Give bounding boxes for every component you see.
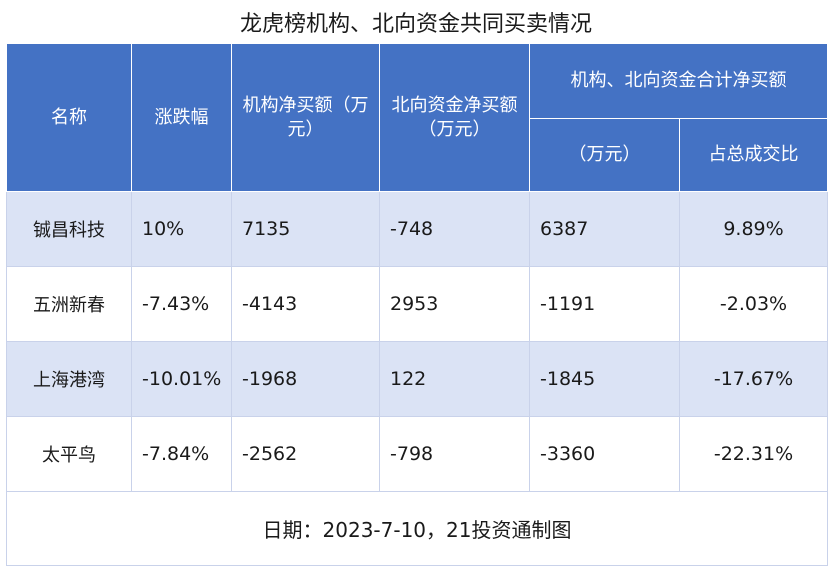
- trading-table: 名称 涨跌幅 机构净买额（万元） 北向资金净买额（万元） 机构、北向资金合计净买…: [6, 43, 828, 566]
- header-northbound-net-buy: 北向资金净买额（万元）: [379, 43, 530, 192]
- cell-combined-ratio: -2.03%: [679, 266, 828, 342]
- source-footer: 日期：2023-7-10，21投资通制图: [6, 491, 828, 566]
- cell-combined-ratio: -17.67%: [679, 341, 828, 417]
- header-change: 涨跌幅: [131, 43, 232, 192]
- cell-change: -7.84%: [131, 416, 232, 492]
- table-title: 龙虎榜机构、北向资金共同买卖情况: [239, 12, 592, 37]
- cell-change: -10.01%: [131, 341, 232, 417]
- table-row: 上海港湾 -10.01% -1968 122 -1845 -17.67%: [6, 341, 828, 417]
- cell-name: 太平鸟: [6, 416, 132, 492]
- cell-combined-amount: -1845: [529, 341, 680, 417]
- cell-institution-net-buy: -4143: [231, 266, 380, 342]
- cell-name: 铖昌科技: [6, 191, 132, 267]
- cell-institution-net-buy: 7135: [231, 191, 380, 267]
- cell-combined-amount: -3360: [529, 416, 680, 492]
- table-row: 铖昌科技 10% 7135 -748 6387 9.89%: [6, 191, 828, 267]
- cell-northbound-net-buy: -748: [379, 191, 530, 267]
- header-combined-net-buy: 机构、北向资金合计净买额: [529, 43, 828, 119]
- cell-name: 五洲新春: [6, 266, 132, 342]
- cell-combined-ratio: 9.89%: [679, 191, 828, 267]
- cell-combined-ratio: -22.31%: [679, 416, 828, 492]
- header-name: 名称: [6, 43, 132, 192]
- cell-name: 上海港湾: [6, 341, 132, 417]
- table-row: 太平鸟 -7.84% -2562 -798 -3360 -22.31%: [6, 416, 828, 492]
- cell-northbound-net-buy: -798: [379, 416, 530, 492]
- cell-northbound-net-buy: 122: [379, 341, 530, 417]
- cell-institution-net-buy: -1968: [231, 341, 380, 417]
- header-combined-amount: （万元）: [529, 118, 680, 192]
- cell-change: 10%: [131, 191, 232, 267]
- cell-change: -7.43%: [131, 266, 232, 342]
- cell-northbound-net-buy: 2953: [379, 266, 530, 342]
- cell-combined-amount: 6387: [529, 191, 680, 267]
- cell-combined-amount: -1191: [529, 266, 680, 342]
- cell-institution-net-buy: -2562: [231, 416, 380, 492]
- header-combined-ratio: 占总成交比: [679, 118, 828, 192]
- header-institution-net-buy: 机构净买额（万元）: [231, 43, 380, 192]
- table-row: 五洲新春 -7.43% -4143 2953 -1191 -2.03%: [6, 266, 828, 342]
